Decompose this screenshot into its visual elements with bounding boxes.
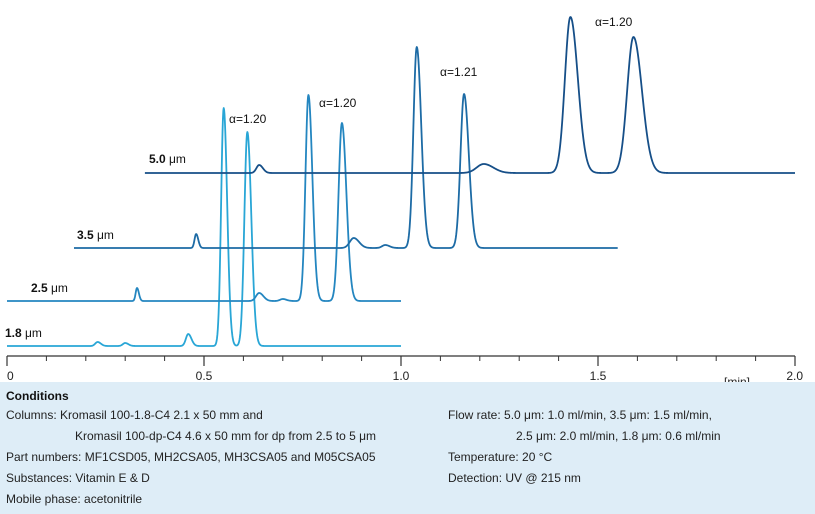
trace-1-8-um bbox=[6, 107, 402, 347]
temperature: Temperature: 20 °C bbox=[448, 450, 553, 464]
series-label-5-0: 5.0 μm bbox=[149, 152, 186, 166]
mobile-phase: Mobile phase: acetonitrile bbox=[6, 492, 143, 506]
columns-label: Columns: bbox=[6, 408, 57, 422]
alpha-annotation-5-0: α=1.20 bbox=[595, 15, 633, 29]
x-tick-label: 1.0 bbox=[393, 369, 410, 382]
conditions-left-column: Columns: Kromasil 100-1.8-C4 2.1 x 50 mm… bbox=[6, 405, 446, 510]
conditions-right-column: Flow rate: 5.0 μm: 1.0 ml/min, 3.5 μm: 1… bbox=[448, 405, 808, 489]
trace-3-5-um bbox=[73, 46, 619, 249]
trace-5-0-um bbox=[144, 16, 796, 174]
substances: Substances: Vitamin E & D bbox=[6, 471, 150, 485]
flow-rate-line2: 2.5 μm: 2.0 ml/min, 1.8 μm: 0.6 ml/min bbox=[516, 429, 721, 443]
conditions-panel: Conditions Columns: Kromasil 100-1.8-C4 … bbox=[0, 382, 815, 514]
columns-line1: Kromasil 100-1.8-C4 2.1 x 50 mm and bbox=[60, 408, 263, 422]
alpha-annotation-1-8: α=1.20 bbox=[229, 112, 267, 126]
x-unit-label: [min] bbox=[724, 375, 750, 382]
chromatogram-chart: 1.8 μm α=1.20 2.5 μm α=1.20 3.5 μm α=1.21 5.0 … bbox=[5, 15, 803, 382]
series-label-3-5: 3.5 μm bbox=[77, 228, 114, 242]
x-tick-label: 0 bbox=[7, 369, 14, 382]
x-tick-label: 1.5 bbox=[590, 369, 607, 382]
columns-line2: Kromasil 100-dp-C4 4.6 x 50 mm for dp fr… bbox=[75, 429, 377, 443]
series-label-1-8: 1.8 μm bbox=[5, 326, 42, 340]
x-tick-label: 2.0 bbox=[786, 369, 803, 382]
conditions-title: Conditions bbox=[6, 389, 69, 403]
alpha-annotation-2-5: α=1.20 bbox=[319, 96, 357, 110]
series-label-2-5: 2.5 μm bbox=[31, 281, 68, 295]
x-tick-label: 0.5 bbox=[196, 369, 213, 382]
part-numbers: Part numbers: MF1CSD05, MH2CSA05, MH3CSA… bbox=[6, 450, 376, 464]
columns-row: Columns: Kromasil 100-1.8-C4 2.1 x 50 mm… bbox=[6, 405, 446, 426]
alpha-annotation-3-5: α=1.21 bbox=[440, 65, 478, 79]
flow-rate-line1: Flow rate: 5.0 μm: 1.0 ml/min, 3.5 μm: 1… bbox=[448, 408, 712, 422]
detection: Detection: UV @ 215 nm bbox=[448, 471, 581, 485]
trace-2-5-um bbox=[6, 94, 402, 302]
